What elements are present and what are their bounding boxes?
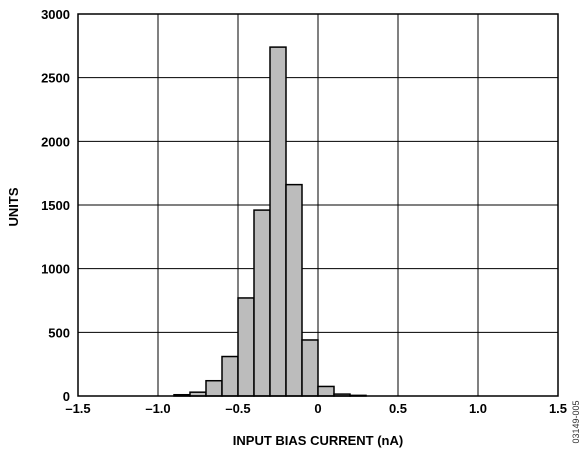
y-tick-label: 1000 [41,262,70,277]
x-tick-label: 1.0 [469,401,487,416]
histogram-bar [301,339,319,397]
x-tick-label: 1.5 [549,401,567,416]
y-tick-label: 2500 [41,71,70,86]
histogram-bar [237,297,255,397]
x-tick-label: –1.0 [145,401,170,416]
grid-lines [78,14,558,396]
y-tick-labels: 0 500 1000 1500 2000 2500 3000 [41,7,70,404]
histogram-bar [285,183,303,397]
histogram-bars [173,46,367,397]
y-tick-label: 0 [63,389,70,404]
y-axis-label: UNITS [6,187,21,226]
histogram-bar [269,46,287,397]
y-tick-label: 2000 [41,134,70,149]
y-tick-label: 1500 [41,198,70,213]
x-tick-labels: –1.5 –1.0 –0.5 0 0.5 1.0 1.5 [65,401,567,416]
histogram-bar [221,355,239,397]
x-axis-label: INPUT BIAS CURRENT (nA) [233,433,403,448]
x-tick-label: –0.5 [225,401,250,416]
y-tick-label: 500 [48,325,70,340]
x-tick-label: –1.5 [65,401,90,416]
figure-id-label: 03149-005 [571,400,581,443]
x-tick-label: 0 [314,401,321,416]
histogram-bar [253,209,271,397]
plot-frame [77,13,559,397]
histogram-bar [205,379,223,397]
y-tick-label: 3000 [41,7,70,22]
x-tick-label: 0.5 [389,401,407,416]
histogram-bar [317,385,335,397]
